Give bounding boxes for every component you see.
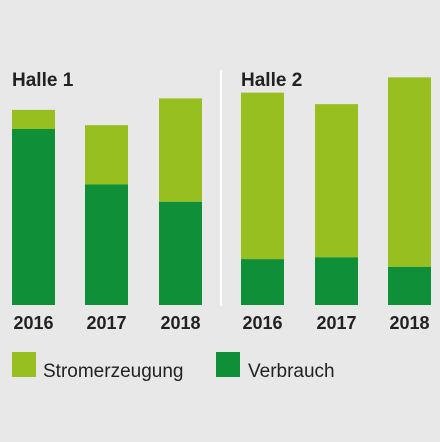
bar-panel1-2016-stromerzeugung: [12, 109, 55, 129]
tick-label-panel2-2018: 2018: [389, 313, 429, 333]
tick-label-panel2-2017: 2017: [316, 313, 356, 333]
bars-group: [12, 77, 431, 305]
bar-panel1-2016-verbrauch: [12, 129, 55, 305]
panel-title-halle-1: Halle 1: [12, 70, 74, 91]
legend-swatch-stromerzeugung: [12, 352, 36, 377]
legend-label-stromerzeugung: Stromerzeugung: [43, 361, 183, 382]
bar-panel1-2018-verbrauch: [159, 201, 202, 305]
tick-label-panel1-2017: 2017: [86, 313, 126, 333]
legend-swatch-verbrauch: [216, 352, 240, 377]
bar-panel2-2016-verbrauch: [241, 259, 284, 305]
bar-panel2-2018-verbrauch: [388, 266, 431, 305]
bar-panel1-2018-stromerzeugung: [159, 98, 202, 202]
bar-panel2-2017-stromerzeugung: [315, 104, 358, 258]
bar-panel2-2016-stromerzeugung: [241, 92, 284, 260]
panel-title-halle-2: Halle 2: [241, 70, 302, 91]
tick-labels-group: 2016 2017 2018 2016 2017 2018: [13, 313, 429, 333]
bar-panel2-2018-stromerzeugung: [388, 77, 431, 267]
bar-panel2-2017-verbrauch: [315, 257, 358, 305]
tick-label-panel2-2016: 2016: [242, 313, 282, 333]
tick-label-panel1-2018: 2018: [160, 313, 200, 333]
tick-label-panel1-2016: 2016: [13, 313, 53, 333]
bar-panel1-2017-stromerzeugung: [85, 125, 128, 185]
bar-panel1-2017-verbrauch: [85, 184, 128, 305]
legend-label-verbrauch: Verbrauch: [248, 361, 335, 382]
